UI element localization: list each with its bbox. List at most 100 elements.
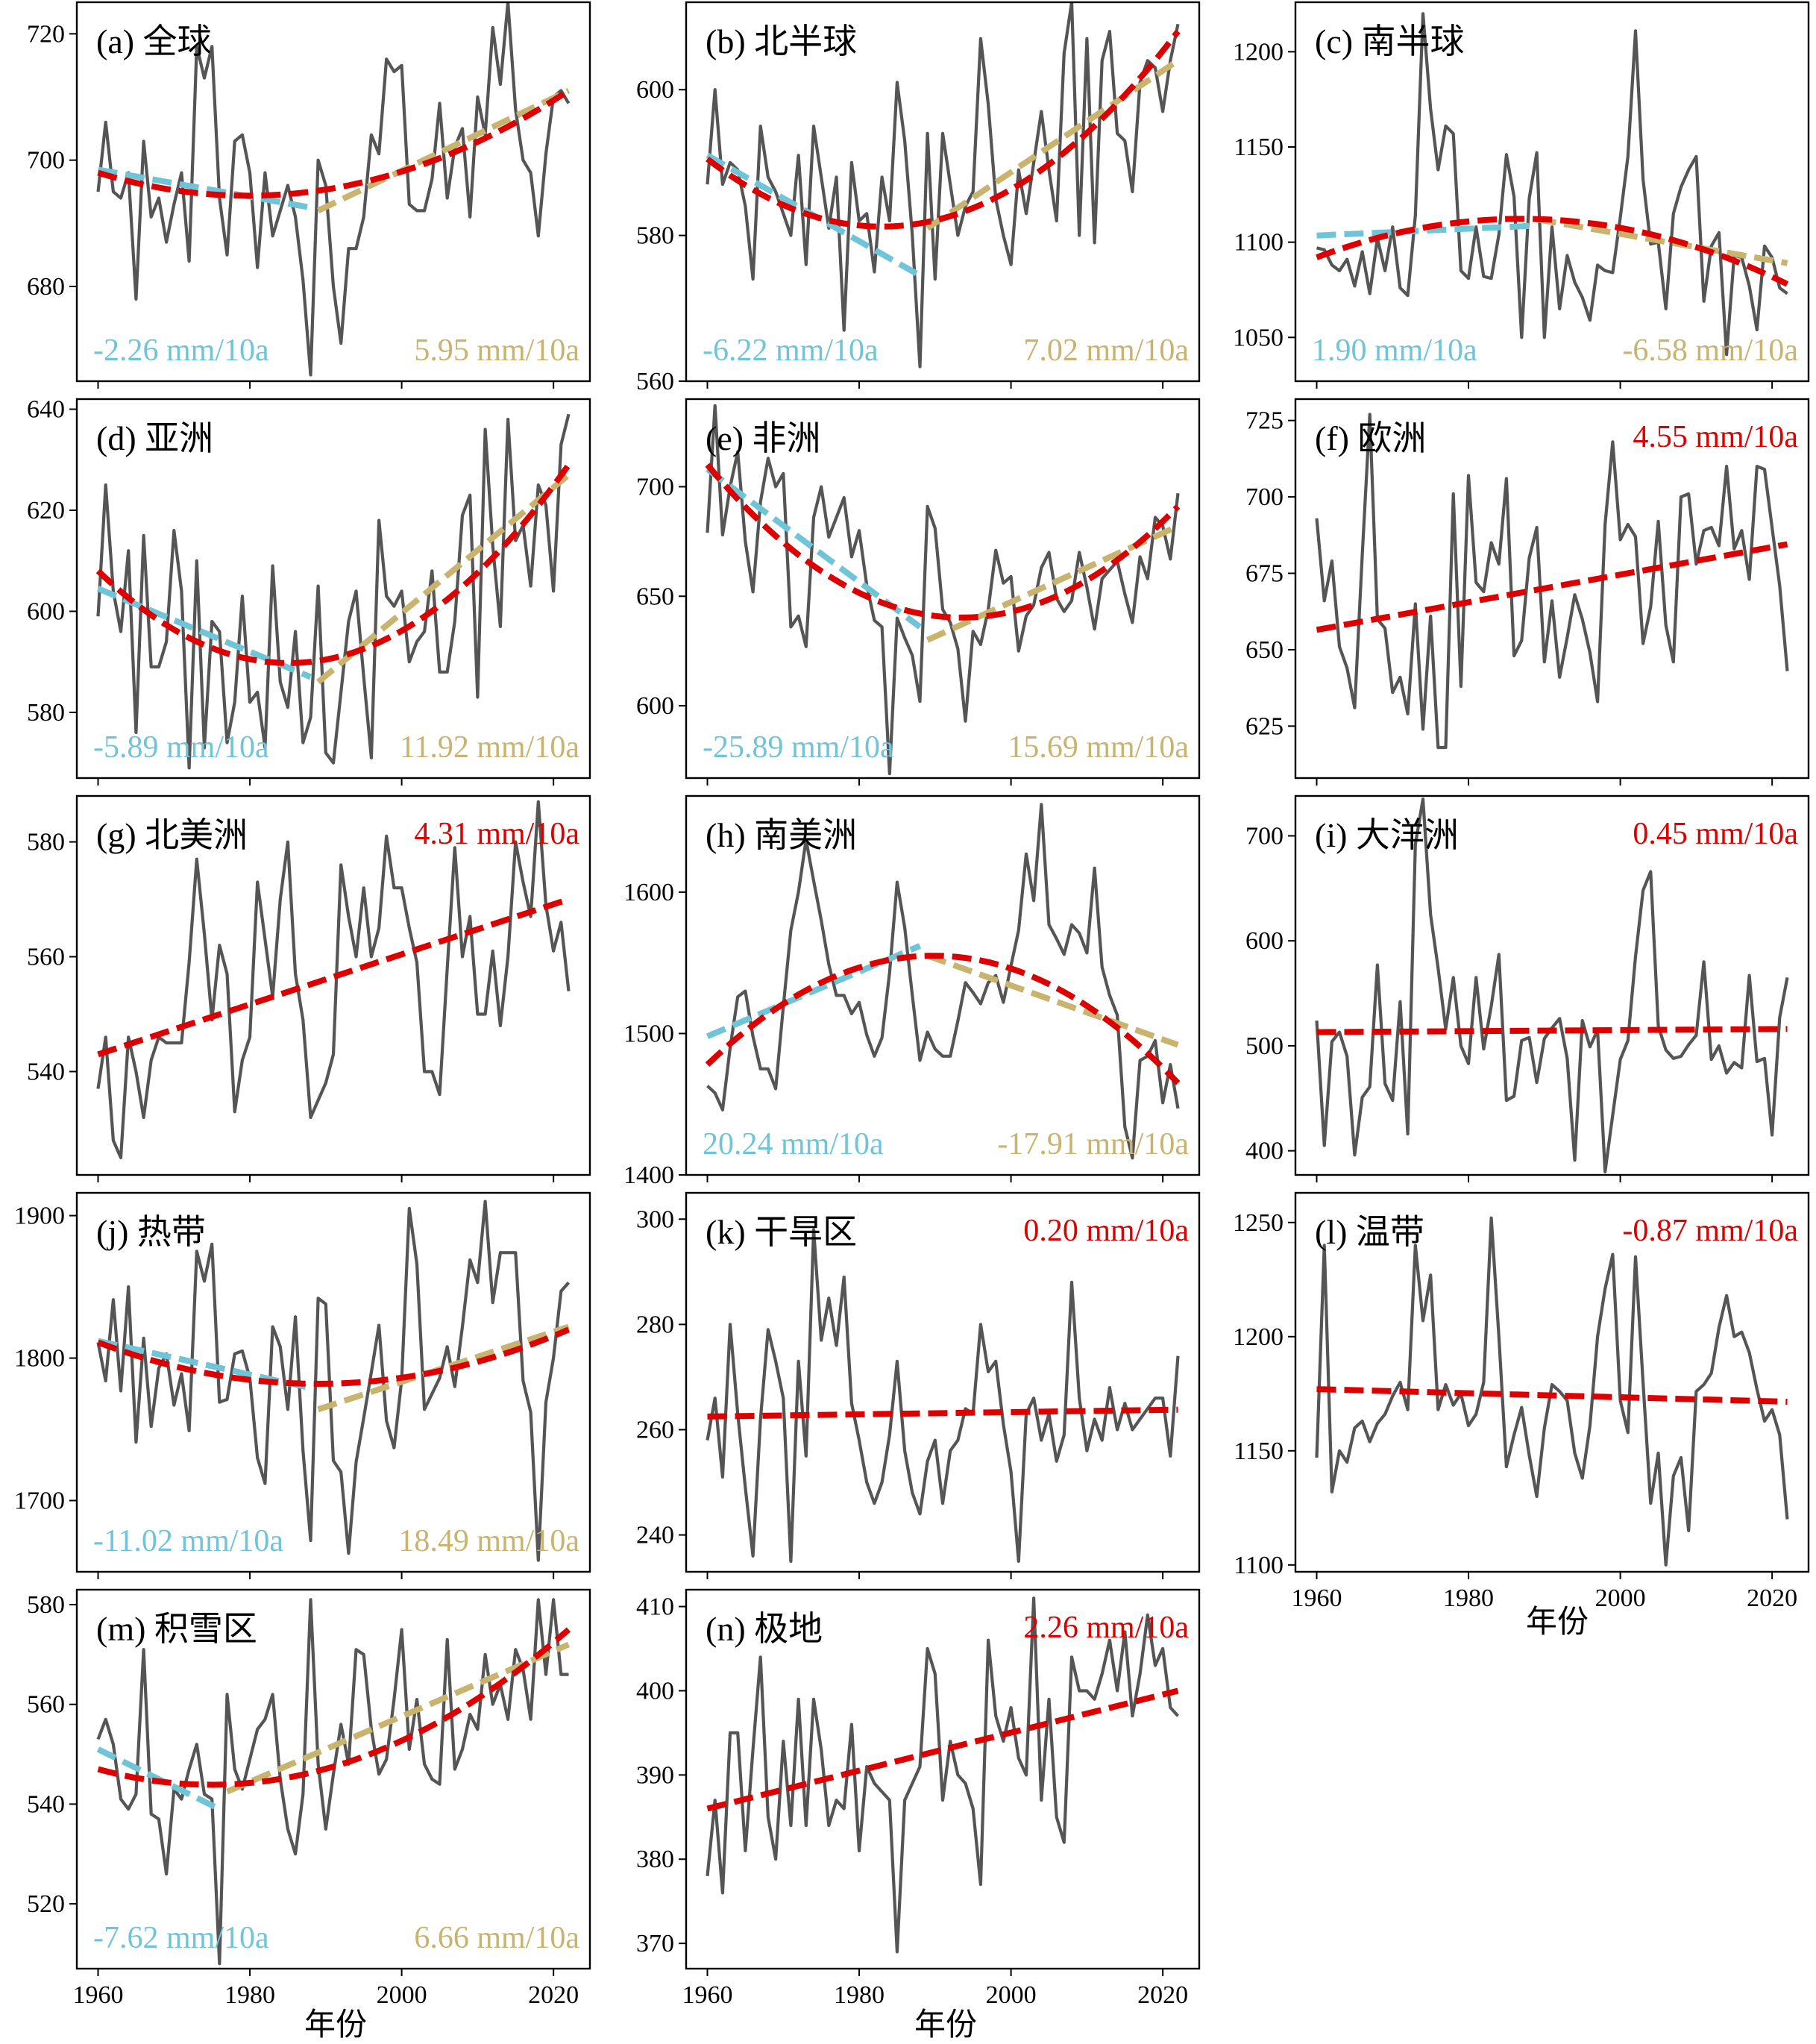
panel-g: 540 560 580 (g) 北美洲 4.31 mm/10a (27, 794, 591, 1182)
panel-title: (c) 南半球 (1315, 22, 1465, 60)
x-tick-label: 2020 (1747, 1584, 1797, 1612)
full-period-fit-line (95, 463, 571, 666)
panel-title: (a) 全球 (96, 22, 212, 60)
y-tick-label: 540 (27, 1058, 65, 1085)
y-tick-label: 1150 (1234, 1438, 1284, 1465)
y-tick-label: 1500 (623, 1020, 674, 1047)
y-tick-label: 300 (636, 1206, 674, 1233)
y-tick-label: 600 (636, 76, 674, 104)
y-tick-label: 540 (27, 1790, 65, 1818)
y-tick-label: 675 (1245, 560, 1284, 588)
y-tick-label: 500 (1245, 1032, 1284, 1060)
panel-title: (m) 积雪区 (96, 1610, 257, 1648)
trend-rate-label: -17.91 mm/10a (997, 1127, 1189, 1161)
trend-rate-label: 0.20 mm/10a (1023, 1214, 1189, 1248)
trend-rate-label: 7.02 mm/10a (1023, 333, 1189, 368)
y-tick-label: 410 (636, 1593, 674, 1621)
y-tick-label: 600 (27, 598, 65, 625)
early-trend-line (706, 466, 922, 630)
trend-rate-label: 4.31 mm/10a (414, 817, 579, 851)
trend-rate-label: -0.87 mm/10a (1622, 1214, 1798, 1248)
panel-title: (e) 非洲 (706, 419, 821, 457)
panel-frame (1294, 1191, 1810, 1573)
full-period-fit-line (705, 463, 1181, 621)
trend-rate-label: 18.49 mm/10a (398, 1524, 579, 1558)
panel-title: (d) 亚洲 (96, 419, 213, 457)
x-tick-label: 2000 (986, 1981, 1037, 2009)
panel-frame (75, 1191, 591, 1573)
y-tick-label: 1250 (1233, 1209, 1284, 1237)
y-tick-label: 580 (27, 1591, 65, 1619)
y-tick-label: 1600 (623, 879, 674, 906)
y-tick-label: 640 (27, 396, 65, 424)
x-tick-label: 1980 (834, 1981, 885, 2009)
early-trend-line (1316, 222, 1530, 239)
full-period-fit-line (97, 88, 571, 199)
trend-rate-label: 6.66 mm/10a (414, 1921, 579, 1955)
y-tick-label: 520 (27, 1890, 65, 1918)
panel-frame (75, 794, 591, 1176)
y-tick-label: 1700 (14, 1487, 65, 1515)
trend-rate-label: -2.26 mm/10a (93, 333, 269, 368)
panel-title: (j) 热带 (96, 1213, 206, 1251)
panel-frame (685, 398, 1201, 780)
x-axis-title-col3: 年份 (1526, 1605, 1589, 1640)
late-trend-line (317, 1323, 570, 1413)
observed-series-line (96, 800, 571, 1160)
y-tick-label: 700 (27, 147, 65, 175)
y-tick-label: 1100 (1234, 1552, 1284, 1579)
full-period-fit-line (97, 1326, 571, 1388)
panel-c: 1050 1100 1150 1200 (c) 南半球 1.90 mm/10a -6.58 … (1233, 1, 1810, 389)
y-tick-label: 1900 (14, 1203, 65, 1230)
trend-rate-label: -25.89 mm/10a (703, 730, 894, 765)
early-trend-line (706, 943, 922, 1039)
late-trend-line (316, 87, 571, 214)
y-tick-label: 650 (636, 583, 674, 610)
y-tick-label: 560 (27, 1691, 65, 1719)
y-tick-label: 1200 (1233, 1323, 1284, 1351)
y-tick-label: 280 (636, 1311, 674, 1338)
y-tick-label: 700 (1245, 822, 1284, 850)
panel-l: 1100 1150 1200 1250 1960 1980 2000 2020 (l) 温带 -0… (1233, 1191, 1810, 1612)
panel-frame (685, 1191, 1201, 1573)
panel-frame (685, 1, 1201, 383)
panel-title: (b) 北半球 (706, 22, 857, 60)
panel-h: 1400 1500 1600 (h) 南美洲 20.24 mm/10a -17.91 mm… (623, 794, 1201, 1189)
late-trend-line (225, 1641, 571, 1795)
observed-series-line (1316, 12, 1788, 357)
observed-series-line (96, 413, 571, 770)
panel-title: (l) 温带 (1315, 1213, 1424, 1251)
full-period-fit-line (705, 953, 1181, 1085)
x-tick-label: 1980 (224, 1981, 275, 2009)
panel-j: 1700 1800 1900 (j) 热带 -11.02 mm/10a 18.49 mm/… (14, 1191, 591, 1579)
x-tick-label: 1980 (1443, 1584, 1494, 1612)
observed-series-line (706, 1228, 1180, 1563)
panel-title: (g) 北美洲 (96, 816, 248, 854)
trend-rate-label: -5.89 mm/10a (93, 730, 269, 765)
observed-series-line (1315, 413, 1789, 750)
y-tick-label: 400 (1245, 1138, 1284, 1165)
x-tick-label: 1960 (682, 1981, 732, 2009)
full-period-fit-line (1316, 1386, 1788, 1405)
full-period-fit-line (97, 1627, 571, 1788)
y-tick-label: 1100 (1234, 229, 1284, 257)
observed-series-line (96, 2, 571, 377)
panel-m: 520 540 560 580 1960 1980 2000 2020 (m) 积雪区 -7.62… (27, 1588, 591, 2009)
observed-series-line (96, 1200, 571, 1562)
panel-frame (1294, 1, 1810, 383)
panel-n: 370 380 390 400 410 1960 1980 2000 2020 (n) 极地 2.2… (636, 1588, 1201, 2009)
trend-rate-label: -6.58 mm/10a (1622, 333, 1798, 368)
full-period-fit-line (706, 1687, 1179, 1812)
early-trend-line (97, 166, 312, 211)
trend-rate-label: 0.45 mm/10a (1633, 817, 1798, 851)
panel-frame (685, 794, 1201, 1176)
panel-frame (685, 1588, 1201, 1970)
y-tick-label: 620 (27, 497, 65, 524)
x-tick-label: 2020 (528, 1981, 579, 2009)
panel-frame (1294, 398, 1810, 780)
observed-series-line (706, 2, 1180, 369)
trend-rate-label: 15.69 mm/10a (1008, 730, 1189, 765)
observed-series-line (706, 1596, 1180, 1954)
panel-frame (75, 1, 591, 383)
x-axis-title-col2: 年份 (914, 2007, 977, 2040)
